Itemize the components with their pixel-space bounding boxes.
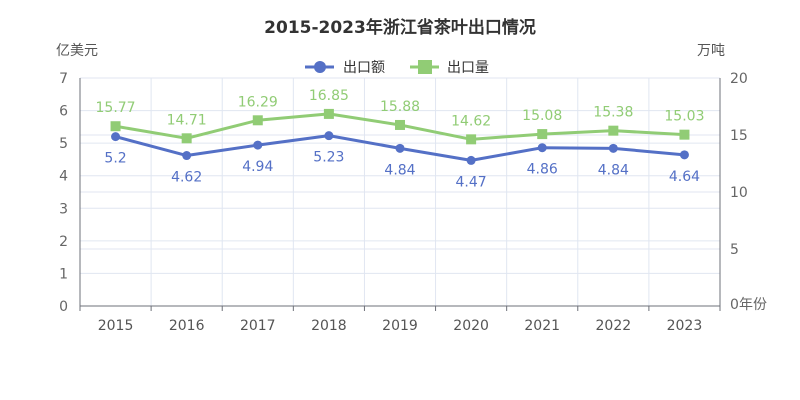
right-axis-unit: 万吨 (697, 43, 725, 59)
left-tick-label: 5 (59, 136, 68, 152)
legend-item-export-value[interactable]: 出口额 (305, 60, 385, 76)
data-point[interactable] (395, 143, 405, 153)
x-tick-label: 2018 (311, 318, 347, 334)
data-label: 4.84 (384, 162, 415, 178)
left-tick-label: 2 (59, 234, 68, 250)
data-point[interactable] (323, 108, 334, 119)
right-tick-label: 10 (730, 185, 748, 201)
data-point[interactable] (111, 132, 121, 142)
x-tick-label: 2019 (382, 318, 418, 334)
data-point[interactable] (181, 133, 192, 144)
data-point[interactable] (395, 119, 405, 130)
axes: 0 1 2 3 4 5 6 7 0 5 10 15 20 2015 2016 2017 2018 2019 2020… (59, 71, 748, 334)
data-label: 16.85 (309, 88, 349, 104)
data-point[interactable] (324, 131, 334, 141)
x-axis-unit: 年份 (739, 297, 767, 313)
left-tick-label: 1 (59, 266, 68, 282)
legend-label-export-value: 出口额 (343, 60, 385, 76)
data-label: 15.03 (664, 109, 704, 125)
data-point[interactable] (252, 115, 263, 126)
data-label: 14.62 (451, 113, 491, 129)
data-point[interactable] (608, 143, 618, 153)
data-label: 4.64 (669, 169, 700, 185)
right-tick-label: 0 (730, 297, 739, 313)
data-label: 4.47 (456, 174, 487, 190)
legend-item-export-volume[interactable]: 出口量 (410, 60, 489, 76)
data-point[interactable] (110, 121, 121, 132)
x-tick-label: 2021 (524, 318, 560, 334)
data-point[interactable] (182, 151, 192, 161)
data-label: 4.84 (598, 162, 629, 178)
data-label: 15.08 (522, 108, 562, 124)
x-tick-label: 2022 (596, 318, 632, 334)
x-tick-label: 2017 (240, 318, 276, 334)
x-tick-label: 2016 (169, 318, 205, 334)
data-label: 14.71 (167, 112, 207, 128)
legend-label-export-volume: 出口量 (447, 60, 489, 76)
x-tick-label: 2023 (667, 318, 703, 334)
legend-marker-circle (314, 61, 326, 73)
data-point[interactable] (537, 129, 548, 140)
x-tick-label: 2015 (98, 318, 134, 334)
data-point[interactable] (537, 143, 547, 153)
data-label: 4.62 (171, 170, 202, 186)
x-tick-label: 2020 (453, 318, 489, 334)
left-tick-label: 3 (59, 201, 68, 217)
data-label: 15.38 (593, 105, 633, 121)
right-tick-label: 5 (730, 242, 739, 258)
data-label: 15.77 (96, 100, 136, 116)
data-label: 4.86 (527, 162, 558, 178)
left-axis-unit: 亿美元 (56, 43, 98, 59)
left-tick-label: 4 (59, 169, 68, 185)
data-point[interactable] (466, 155, 476, 165)
chart-title: 2015-2023年浙江省茶叶出口情况 (264, 17, 536, 38)
left-tick-label: 0 (59, 299, 68, 315)
right-tick-label: 15 (730, 128, 748, 144)
left-tick-label: 6 (59, 104, 68, 120)
data-point[interactable] (253, 140, 263, 150)
series-layer (110, 108, 690, 165)
legend-marker-square (418, 60, 432, 74)
data-label: 4.94 (242, 159, 273, 175)
data-point[interactable] (679, 129, 690, 140)
data-point[interactable] (608, 125, 619, 136)
right-tick-label: 20 (730, 71, 748, 87)
data-labels-layer: 5.2 4.62 4.94 5.23 4.84 4.47 4.86 4.84 4.64 15.77… (96, 88, 705, 190)
left-tick-label: 7 (59, 71, 68, 87)
data-point[interactable] (679, 150, 689, 160)
data-point[interactable] (466, 134, 477, 145)
legend: 出口额 出口量 (305, 60, 489, 76)
data-label: 5.2 (104, 151, 126, 167)
data-label: 15.88 (380, 99, 420, 115)
data-label: 16.29 (238, 94, 278, 110)
data-label: 5.23 (313, 150, 344, 166)
